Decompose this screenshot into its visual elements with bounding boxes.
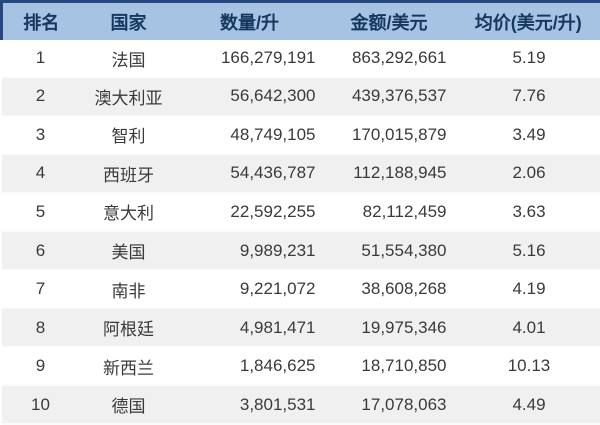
amount-cell: 82,112,459 <box>321 192 457 232</box>
rank-cell: 5 <box>1 192 80 232</box>
header-country: 国家 <box>79 0 178 40</box>
avg-price-cell: 7.76 <box>456 76 600 117</box>
avg-price-cell: 5.19 <box>456 40 600 78</box>
country-cell: 美国 <box>79 230 178 271</box>
table-row: 5 意大利 22,592,255 82,112,459 3.63 <box>1 192 600 232</box>
amount-cell: 18,710,850 <box>321 346 457 386</box>
amount-cell: 51,554,380 <box>321 230 457 271</box>
country-cell: 德国 <box>79 384 178 425</box>
avg-price-cell: 4.01 <box>456 307 600 348</box>
rank-cell: 1 <box>1 40 80 78</box>
country-cell: 智利 <box>79 115 178 155</box>
country-cell: 意大利 <box>79 192 178 232</box>
quantity-cell: 166,279,191 <box>177 40 322 78</box>
avg-price-cell: 5.16 <box>456 230 600 271</box>
avg-price-cell: 4.19 <box>456 269 600 309</box>
quantity-cell: 4,981,471 <box>177 307 322 348</box>
amount-cell: 170,015,879 <box>321 115 457 155</box>
header-amount: 金额/美元 <box>321 0 457 40</box>
country-cell: 阿根廷 <box>79 307 178 348</box>
quantity-cell: 56,642,300 <box>177 76 322 117</box>
quantity-cell: 54,436,787 <box>177 153 322 194</box>
country-cell: 西班牙 <box>79 153 178 194</box>
rank-cell: 8 <box>1 307 80 348</box>
table-row: 7 南非 9,221,072 38,608,268 4.19 <box>1 269 600 309</box>
table-header: 排名 国家 数量/升 金额/美元 均价(美元/升) <box>0 0 600 40</box>
amount-cell: 38,608,268 <box>321 269 457 309</box>
avg-price-cell: 4.49 <box>456 384 600 425</box>
table-row: 4 西班牙 54,436,787 112,188,945 2.06 <box>1 153 600 194</box>
quantity-cell: 9,221,072 <box>177 269 322 309</box>
table-row: 3 智利 48,749,105 170,015,879 3.49 <box>1 115 600 155</box>
table-row: 9 新西兰 1,846,625 18,710,850 10.13 <box>1 346 600 386</box>
table-row: 1 法国 166,279,191 863,292,661 5.19 <box>1 40 600 78</box>
avg-price-cell: 3.49 <box>456 115 600 155</box>
rank-cell: 4 <box>1 153 80 194</box>
table-row: 6 美国 9,989,231 51,554,380 5.16 <box>1 230 600 271</box>
country-cell: 澳大利亚 <box>79 76 178 117</box>
rank-cell: 3 <box>1 115 80 155</box>
header-avg-price: 均价(美元/升) <box>456 0 600 40</box>
rank-cell: 7 <box>1 269 80 309</box>
header-rank: 排名 <box>0 0 80 40</box>
amount-cell: 19,975,346 <box>321 307 457 348</box>
amount-cell: 17,078,063 <box>321 384 457 425</box>
table-row: 8 阿根廷 4,981,471 19,975,346 4.01 <box>1 307 600 348</box>
avg-price-cell: 2.06 <box>456 153 600 194</box>
quantity-cell: 3,801,531 <box>177 384 322 425</box>
quantity-cell: 9,989,231 <box>177 230 322 271</box>
amount-cell: 439,376,537 <box>321 76 457 117</box>
header-quantity: 数量/升 <box>177 0 322 40</box>
quantity-cell: 48,749,105 <box>177 115 322 155</box>
rank-cell: 6 <box>1 230 80 271</box>
rank-cell: 10 <box>1 384 80 425</box>
avg-price-cell: 3.63 <box>456 192 600 232</box>
amount-cell: 863,292,661 <box>321 40 457 78</box>
quantity-cell: 22,592,255 <box>177 192 322 232</box>
avg-price-cell: 10.13 <box>456 346 600 386</box>
table-body: 1 法国 166,279,191 863,292,661 5.19 2 澳大利亚… <box>1 40 600 425</box>
quantity-cell: 1,846,625 <box>177 346 322 386</box>
header-row: 排名 国家 数量/升 金额/美元 均价(美元/升) <box>0 0 600 40</box>
amount-cell: 112,188,945 <box>321 153 457 194</box>
country-cell: 法国 <box>79 40 178 78</box>
table-row: 10 德国 3,801,531 17,078,063 4.49 <box>1 384 600 425</box>
table-row: 2 澳大利亚 56,642,300 439,376,537 7.76 <box>1 76 600 117</box>
country-cell: 南非 <box>79 269 178 309</box>
rank-cell: 2 <box>1 76 80 117</box>
country-cell: 新西兰 <box>79 346 178 386</box>
rank-cell: 9 <box>1 346 80 386</box>
